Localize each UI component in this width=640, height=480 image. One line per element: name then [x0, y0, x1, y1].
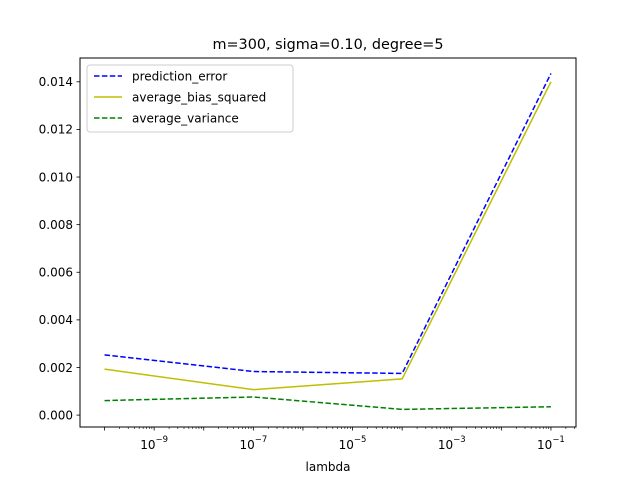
y-tick-label: 0.008 [39, 218, 73, 232]
y-tick-label: 0.000 [39, 408, 73, 422]
series-line-average-variance [104, 396, 551, 411]
y-axis-ticks: 0.000 0.002 0.004 0.006 0.008 0.010 0.012 0.014 [39, 75, 80, 422]
series-line-prediction-error [104, 73, 552, 375]
chart-title: m=300, sigma=0.10, degree=5 [212, 37, 443, 53]
y-tick-label: 0.014 [39, 75, 73, 89]
legend-label: average_variance [132, 111, 239, 125]
series-line-average-bias-squared [104, 81, 552, 391]
legend: prediction_error average_bias_squaredaver… [86, 64, 294, 133]
y-tick-label: 0.004 [39, 313, 73, 327]
y-tick-label: 0.002 [39, 361, 73, 375]
y-tick-label: 0.010 [39, 170, 73, 184]
legend-box [86, 64, 294, 133]
y-tick-label: 0.012 [39, 123, 73, 137]
legend-label: prediction_error [132, 69, 227, 83]
plot-area-frame [79, 57, 577, 428]
x-axis-label: lambda [306, 460, 351, 474]
legend-label: average_bias_squared [132, 90, 266, 104]
y-tick-label: 0.006 [39, 266, 73, 280]
series-layer [104, 73, 552, 411]
